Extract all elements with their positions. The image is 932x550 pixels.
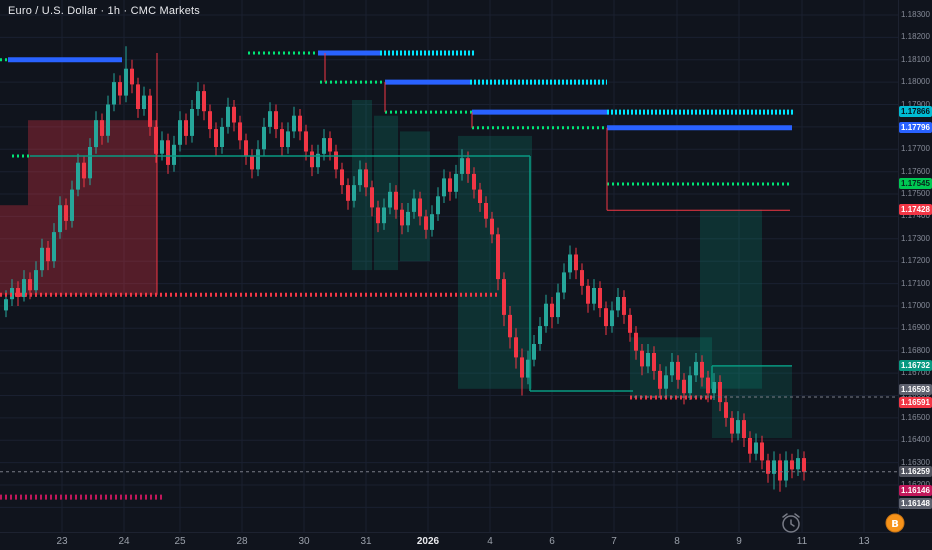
time-tick-label: 31 (360, 536, 372, 547)
price-label-chip: 1.16146 (899, 485, 932, 496)
price-label-chip: 1.17545 (899, 178, 932, 189)
time-tick-label: 2026 (416, 536, 440, 547)
price-tick-label: 1.16800 (901, 346, 930, 355)
time-axis[interactable]: 23 24 25 28 30 31 2026 4 6 7 8 9 11 13 (0, 532, 932, 550)
price-tick-label: 1.16500 (901, 413, 930, 422)
symbol-title[interactable]: Euro / U.S. Dollar · 1h · CMC Markets (8, 5, 200, 17)
price-tick-label: 1.18000 (901, 77, 930, 86)
price-tick-label: 1.18100 (901, 55, 930, 64)
supply-demand-zones (0, 100, 792, 438)
price-chart-canvas[interactable] (0, 0, 898, 532)
price-tick-label: 1.17300 (901, 234, 930, 243)
price-label-chip: 1.16148 (899, 498, 932, 509)
price-tick-label: 1.18300 (901, 10, 930, 19)
time-tick-label: 13 (858, 536, 870, 547)
alert-clock-icon[interactable] (779, 511, 803, 540)
orange-coin-icon[interactable]: B (885, 513, 905, 538)
candles (4, 46, 806, 492)
time-tick-label: 28 (236, 536, 248, 547)
price-label-chip: 1.17866 (899, 106, 932, 117)
price-tick-label: 1.17700 (901, 144, 930, 153)
time-tick-label: 4 (487, 536, 493, 547)
price-label-chip: 1.16259 (899, 466, 932, 477)
time-tick-label: 7 (611, 536, 617, 547)
price-label-chip: 1.16732 (899, 360, 932, 371)
price-tick-label: 1.16200 (901, 480, 930, 489)
price-tick-label: 1.16900 (901, 323, 930, 332)
price-tick-label: 1.16300 (901, 458, 930, 467)
price-tick-label: 1.17400 (901, 211, 930, 220)
price-label-chip: 1.16593 (899, 384, 932, 395)
price-axis[interactable]: 1.161001.162001.163001.164001.165001.166… (898, 0, 932, 532)
time-tick-label: 11 (796, 536, 808, 547)
time-tick-label: 8 (674, 536, 680, 547)
price-label-chip: 1.17428 (899, 204, 932, 215)
price-label-chip: 1.17796 (899, 122, 932, 133)
price-tick-label: 1.17500 (901, 189, 930, 198)
price-tick-label: 1.17900 (901, 100, 930, 109)
price-tick-label: 1.18200 (901, 32, 930, 41)
price-tick-label: 1.16400 (901, 435, 930, 444)
price-tick-label: 1.17100 (901, 279, 930, 288)
price-tick-label: 1.17200 (901, 256, 930, 265)
gridlines (0, 0, 898, 532)
price-label-chip: 1.16591 (899, 397, 932, 408)
price-tick-label: 1.17600 (901, 167, 930, 176)
price-tick-label: 1.16700 (901, 368, 930, 377)
time-tick-label: 9 (736, 536, 742, 547)
time-tick-label: 23 (56, 536, 68, 547)
time-tick-label: 30 (298, 536, 310, 547)
price-tick-label: 1.17000 (901, 301, 930, 310)
svg-text:B: B (891, 519, 899, 530)
time-tick-label: 24 (118, 536, 130, 547)
time-tick-label: 25 (174, 536, 186, 547)
time-tick-label: 6 (549, 536, 555, 547)
indicator-lines (0, 50, 898, 500)
